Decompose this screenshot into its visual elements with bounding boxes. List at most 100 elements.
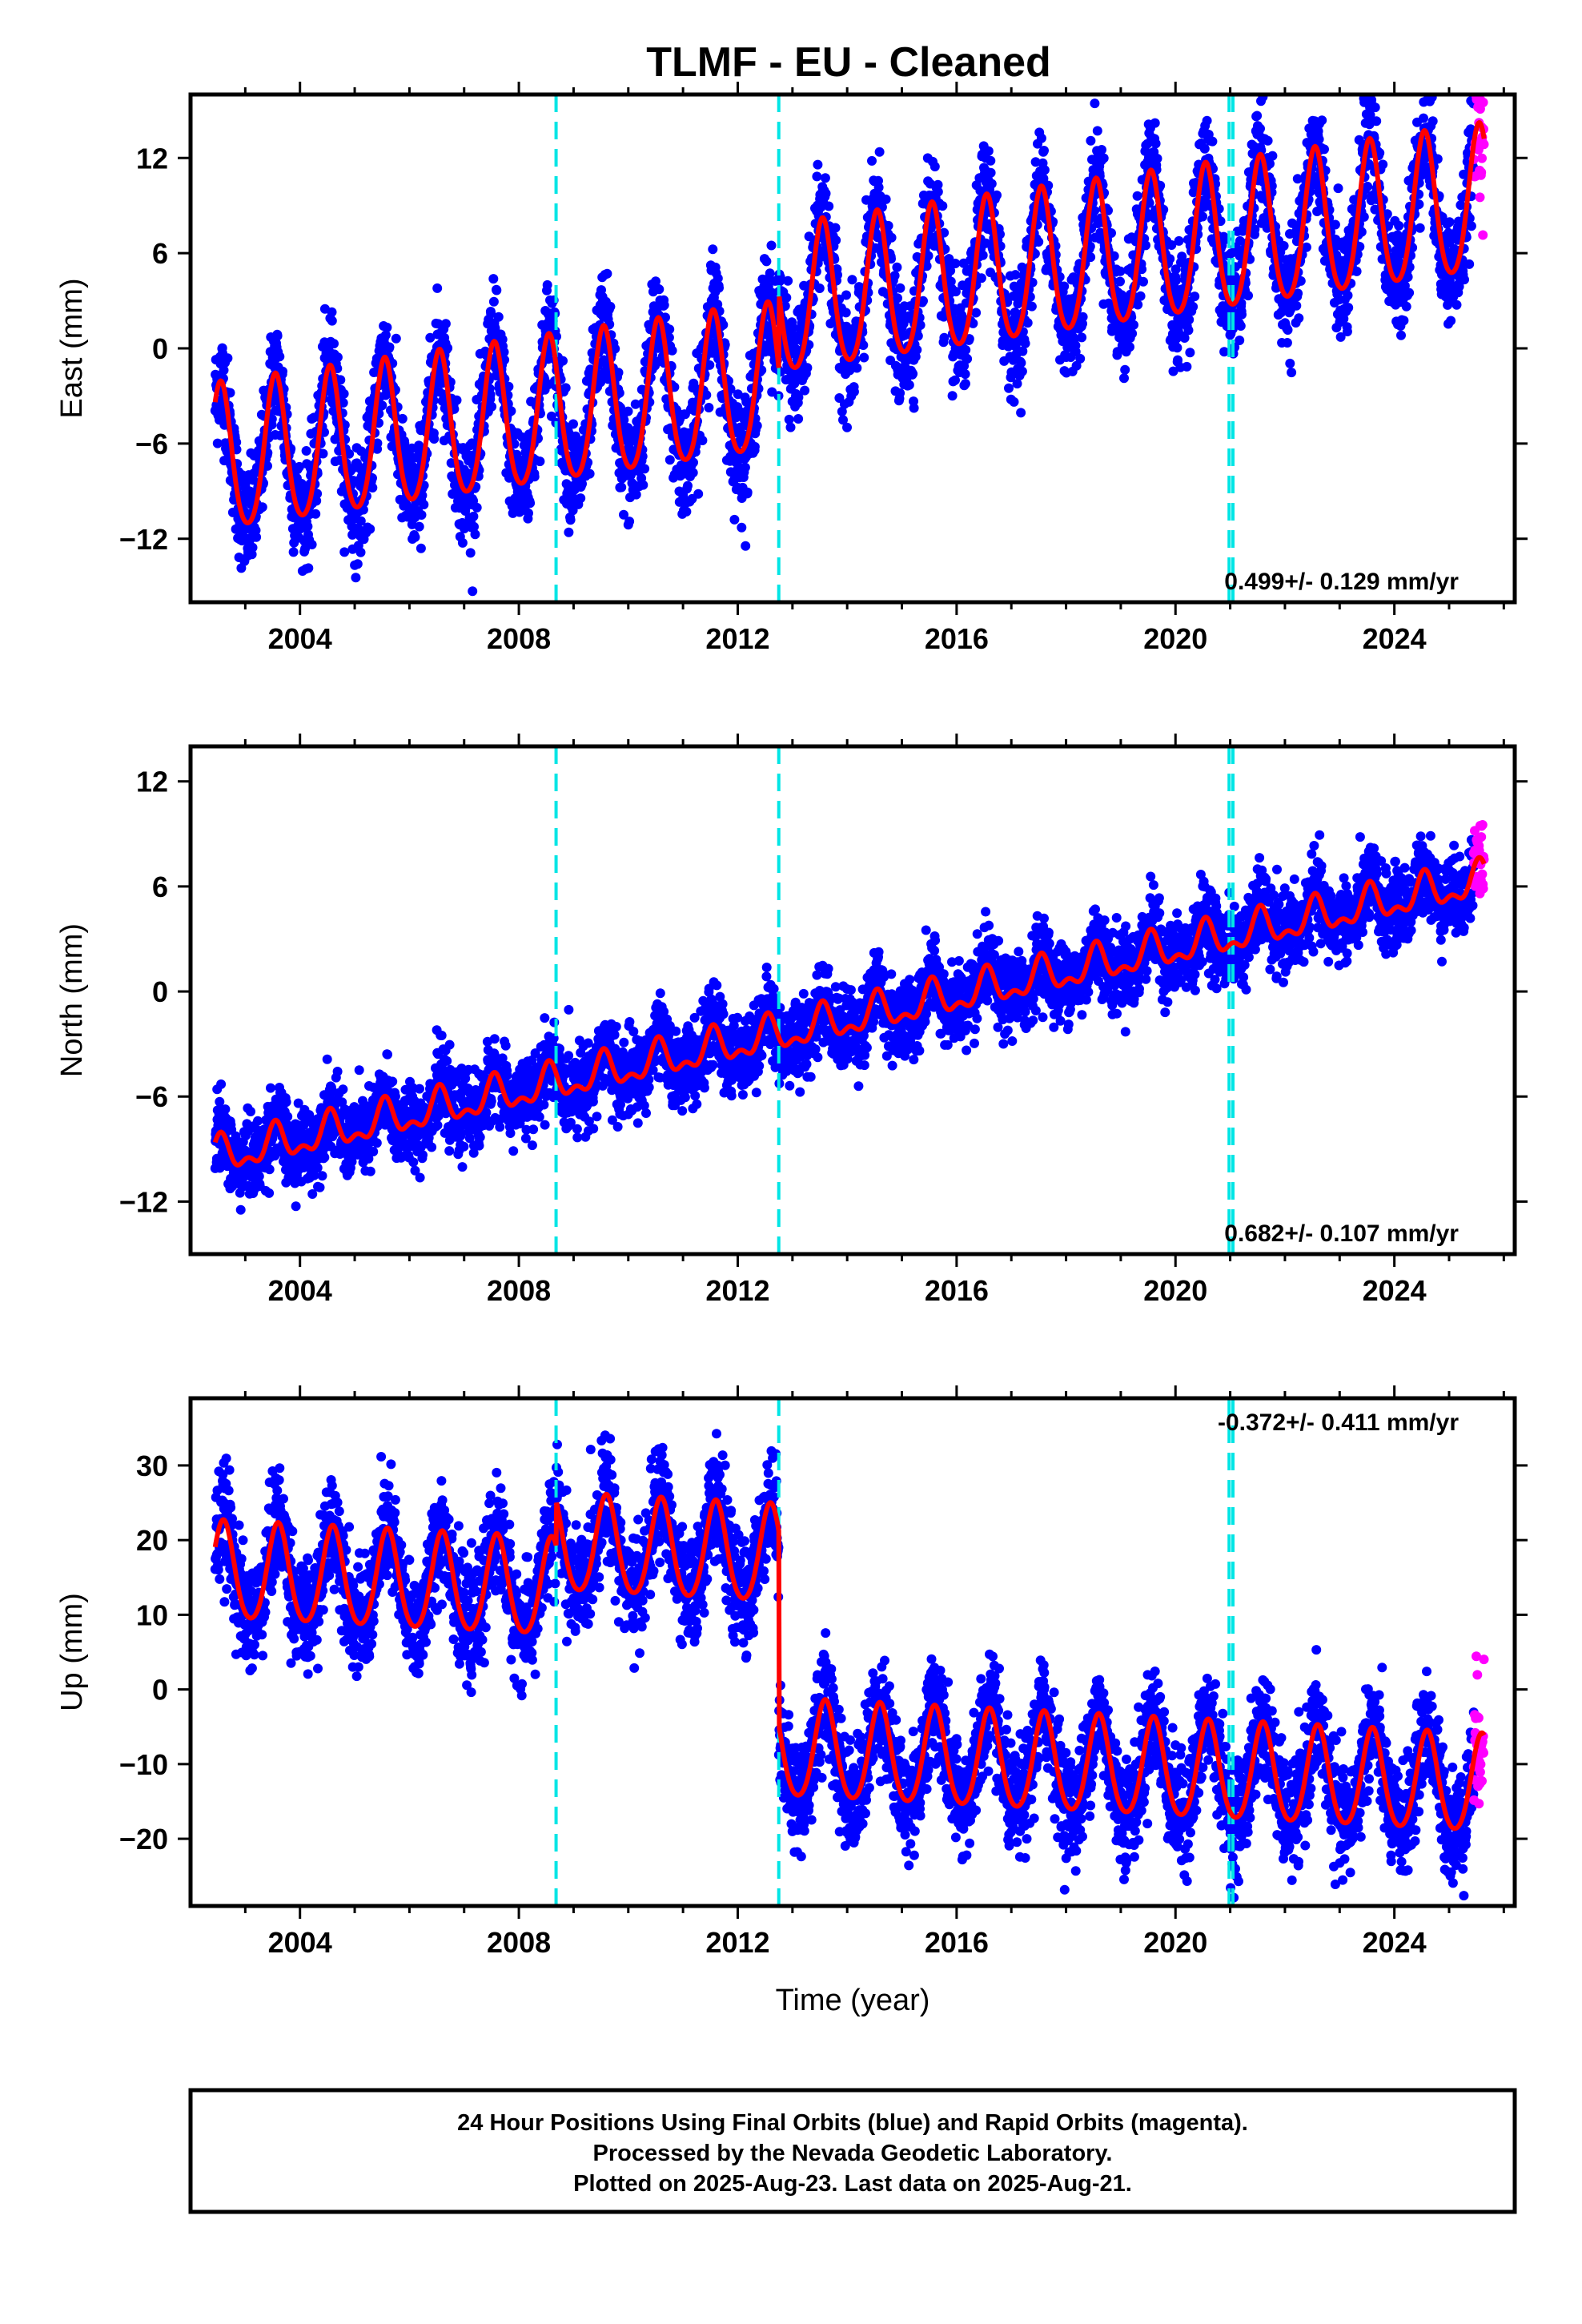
data-point	[651, 276, 661, 287]
data-point	[909, 403, 919, 413]
data-point	[1418, 83, 1427, 93]
data-point	[619, 415, 629, 425]
data-point	[986, 179, 997, 189]
data-point	[1342, 327, 1352, 336]
data-point	[1355, 242, 1365, 251]
data-point	[263, 460, 272, 471]
data-point	[1010, 270, 1021, 280]
data-point	[1125, 342, 1134, 352]
data-point	[610, 344, 620, 354]
data-point	[1314, 134, 1324, 144]
data-point	[1313, 126, 1323, 136]
data-point	[338, 398, 348, 408]
data-point	[504, 381, 514, 392]
data-point	[1168, 366, 1178, 376]
data-point	[1129, 320, 1138, 330]
data-point	[1012, 379, 1022, 389]
data-point	[275, 352, 285, 362]
data-point	[766, 240, 777, 251]
data-point	[542, 279, 552, 290]
data-point	[986, 155, 996, 166]
data-point	[1182, 361, 1192, 372]
data-point	[344, 448, 355, 459]
data-point	[921, 261, 932, 271]
data-point	[933, 179, 943, 190]
data-point	[849, 387, 859, 397]
data-point	[1173, 355, 1182, 365]
data-point	[705, 360, 715, 370]
data-point	[1294, 313, 1304, 324]
data-point	[704, 403, 714, 412]
data-point	[701, 390, 712, 400]
data-point	[946, 266, 956, 275]
data-point	[1291, 300, 1302, 311]
data-point	[981, 238, 991, 248]
data-point	[1144, 198, 1154, 208]
data-point	[329, 339, 339, 349]
data-point	[946, 276, 956, 287]
data-point	[1120, 364, 1130, 375]
data-point	[957, 310, 967, 320]
data-point	[416, 510, 427, 520]
data-point	[327, 307, 337, 317]
data-point	[1135, 291, 1146, 301]
data-point	[938, 201, 948, 211]
data-point	[212, 438, 223, 448]
data-point	[1359, 211, 1369, 222]
data-point	[665, 324, 675, 335]
data-point	[729, 514, 740, 525]
data-point	[1165, 254, 1175, 264]
data-point	[947, 391, 958, 401]
data-point	[487, 401, 497, 412]
data-point	[1170, 264, 1181, 275]
data-point	[950, 287, 961, 297]
data-point	[1343, 290, 1353, 300]
data-point	[486, 308, 496, 319]
data-point	[223, 353, 233, 364]
data-point	[1138, 276, 1148, 287]
data-point	[933, 187, 943, 197]
data-point	[788, 323, 798, 333]
data-point	[311, 509, 321, 519]
data-point	[950, 375, 960, 385]
data-point	[813, 159, 823, 170]
data-point	[873, 183, 884, 192]
data-point	[986, 167, 996, 178]
data-point	[838, 415, 848, 425]
data-point	[1250, 224, 1260, 235]
data-point	[1235, 336, 1245, 345]
data-point	[785, 422, 796, 432]
data-point	[761, 256, 772, 267]
data-point	[425, 332, 436, 343]
data-point	[1283, 325, 1293, 335]
data-point	[452, 395, 462, 405]
data-point	[895, 283, 905, 293]
data-point	[1404, 262, 1415, 272]
data-point	[893, 293, 902, 304]
data-point	[1267, 151, 1278, 161]
data-point	[1172, 343, 1182, 353]
data-point	[1378, 159, 1388, 170]
data-point	[414, 521, 424, 532]
data-point	[1166, 240, 1177, 250]
data-point	[1098, 153, 1109, 163]
data-point	[1432, 154, 1443, 164]
data-point	[1141, 240, 1150, 251]
data-point	[525, 498, 536, 509]
data-point	[918, 296, 928, 306]
data-point	[391, 333, 401, 344]
data-point	[312, 489, 323, 499]
data-point	[1030, 157, 1041, 167]
data-point	[1152, 154, 1162, 163]
data-point	[714, 283, 724, 293]
data-point	[472, 502, 482, 513]
data-point	[824, 201, 834, 211]
data-point	[1394, 220, 1404, 231]
data-point	[1009, 396, 1019, 407]
data-point	[303, 563, 314, 573]
data-point	[311, 496, 322, 506]
data-point	[886, 232, 897, 243]
data-point	[784, 414, 794, 424]
data-point	[812, 171, 822, 182]
